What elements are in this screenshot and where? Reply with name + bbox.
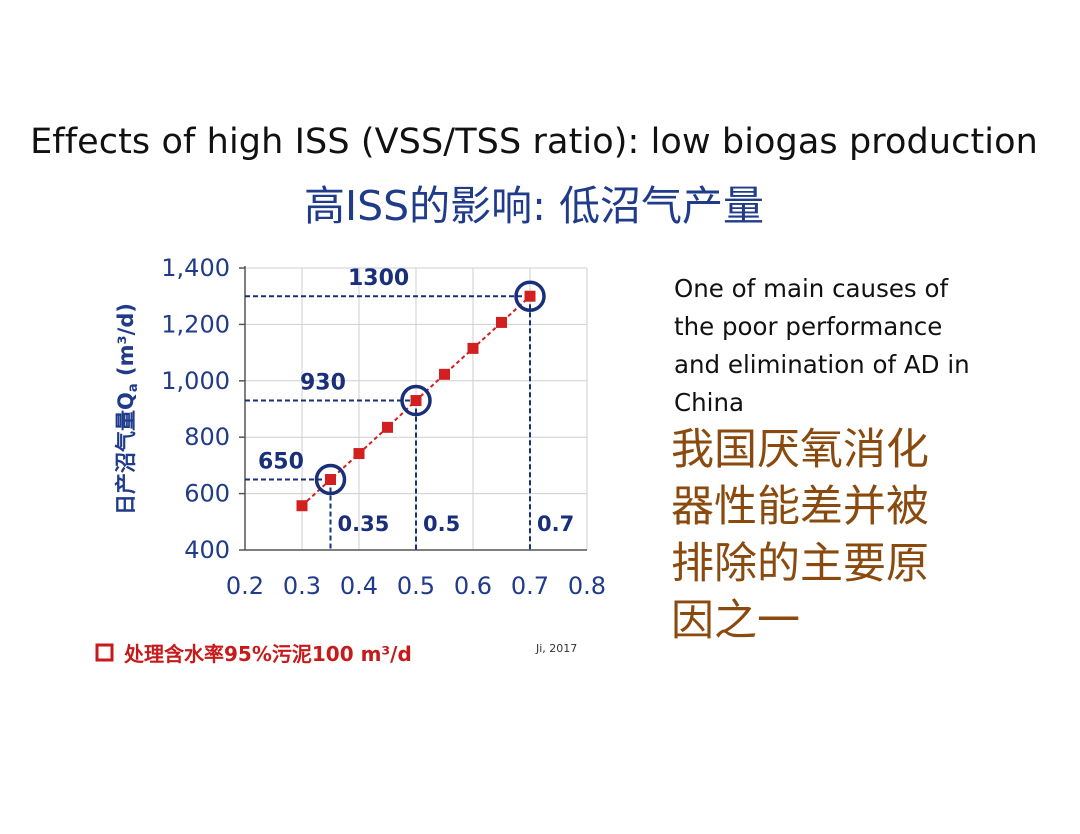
highlight-circle xyxy=(514,280,546,312)
description-chinese: 我国厌氧消化器性能差并被排除的主要原因之一 xyxy=(671,425,929,646)
slide-title-chinese: 高ISS的影响: 低沼气产量 xyxy=(304,182,764,230)
highlight-circle xyxy=(314,463,347,496)
x-tick-label: 0.7 xyxy=(511,572,549,600)
y-tick-label: 1,400 xyxy=(161,254,230,282)
data-point-marker xyxy=(325,474,336,485)
x-tick-label: 0.3 xyxy=(283,572,321,600)
x-tick-label: 0.8 xyxy=(568,572,606,600)
x-tick-label: 0.6 xyxy=(454,572,492,600)
y-tick-label: 400 xyxy=(184,536,230,564)
annotation-x-label: 0.35 xyxy=(338,512,390,536)
data-point-marker xyxy=(382,421,393,433)
y-axis-label-unit: (m³/d) xyxy=(114,303,138,383)
annotation-y-label: 650 xyxy=(258,450,304,475)
y-axis-label-subscript: a xyxy=(126,383,141,392)
y-tick-label: 800 xyxy=(184,423,230,451)
y-axis-label: 日产沼气量Qa (m³/d) xyxy=(114,303,141,515)
y-tick-label: 1,200 xyxy=(161,310,230,338)
description-english: One of main causes of the poor performan… xyxy=(674,274,970,417)
data-point-marker xyxy=(467,342,479,354)
legend-marker-icon xyxy=(95,643,114,662)
x-tick-label: 0.4 xyxy=(340,572,378,600)
data-point-marker xyxy=(496,316,507,328)
data-point-marker xyxy=(353,448,365,460)
y-axis-label-main: 日产沼气量Q xyxy=(114,392,138,515)
data-point-marker xyxy=(296,500,308,512)
annotation-x-label: 0.7 xyxy=(537,512,574,536)
data-point-marker xyxy=(439,368,450,380)
highlight-circle xyxy=(400,384,432,417)
annotation-y-label: 1300 xyxy=(348,266,409,291)
legend-label: 处理含水率95%污泥100 m³/d xyxy=(123,642,412,666)
annotation-y-label: 930 xyxy=(300,371,346,396)
y-tick-label: 600 xyxy=(184,480,230,508)
x-tick-label: 0.5 xyxy=(397,572,435,600)
annotation-x-label: 0.5 xyxy=(423,512,460,536)
y-tick-label: 1,000 xyxy=(161,367,230,395)
slide-title-english: Effects of high ISS (VSS/TSS ratio): low… xyxy=(30,122,1038,162)
citation: Ji, 2017 xyxy=(536,642,578,655)
data-point-marker xyxy=(524,290,536,302)
x-tick-label: 0.2 xyxy=(226,572,264,600)
data-point-marker xyxy=(410,395,422,407)
